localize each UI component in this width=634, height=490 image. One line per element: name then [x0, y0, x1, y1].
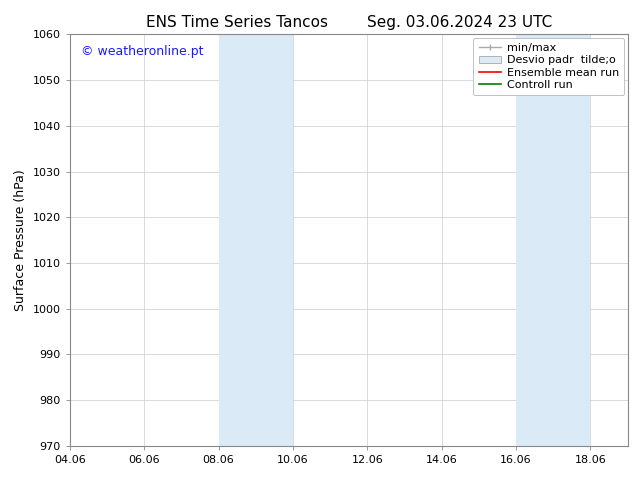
Title: ENS Time Series Tancos        Seg. 03.06.2024 23 UTC: ENS Time Series Tancos Seg. 03.06.2024 2…: [146, 15, 552, 30]
Y-axis label: Surface Pressure (hPa): Surface Pressure (hPa): [14, 169, 27, 311]
Bar: [219, 34, 293, 446]
Legend: min/max, Desvio padr  tilde;o, Ensemble mean run, Controll run: min/max, Desvio padr tilde;o, Ensemble m…: [473, 38, 624, 96]
Bar: [516, 34, 590, 446]
Text: © weatheronline.pt: © weatheronline.pt: [81, 45, 204, 58]
